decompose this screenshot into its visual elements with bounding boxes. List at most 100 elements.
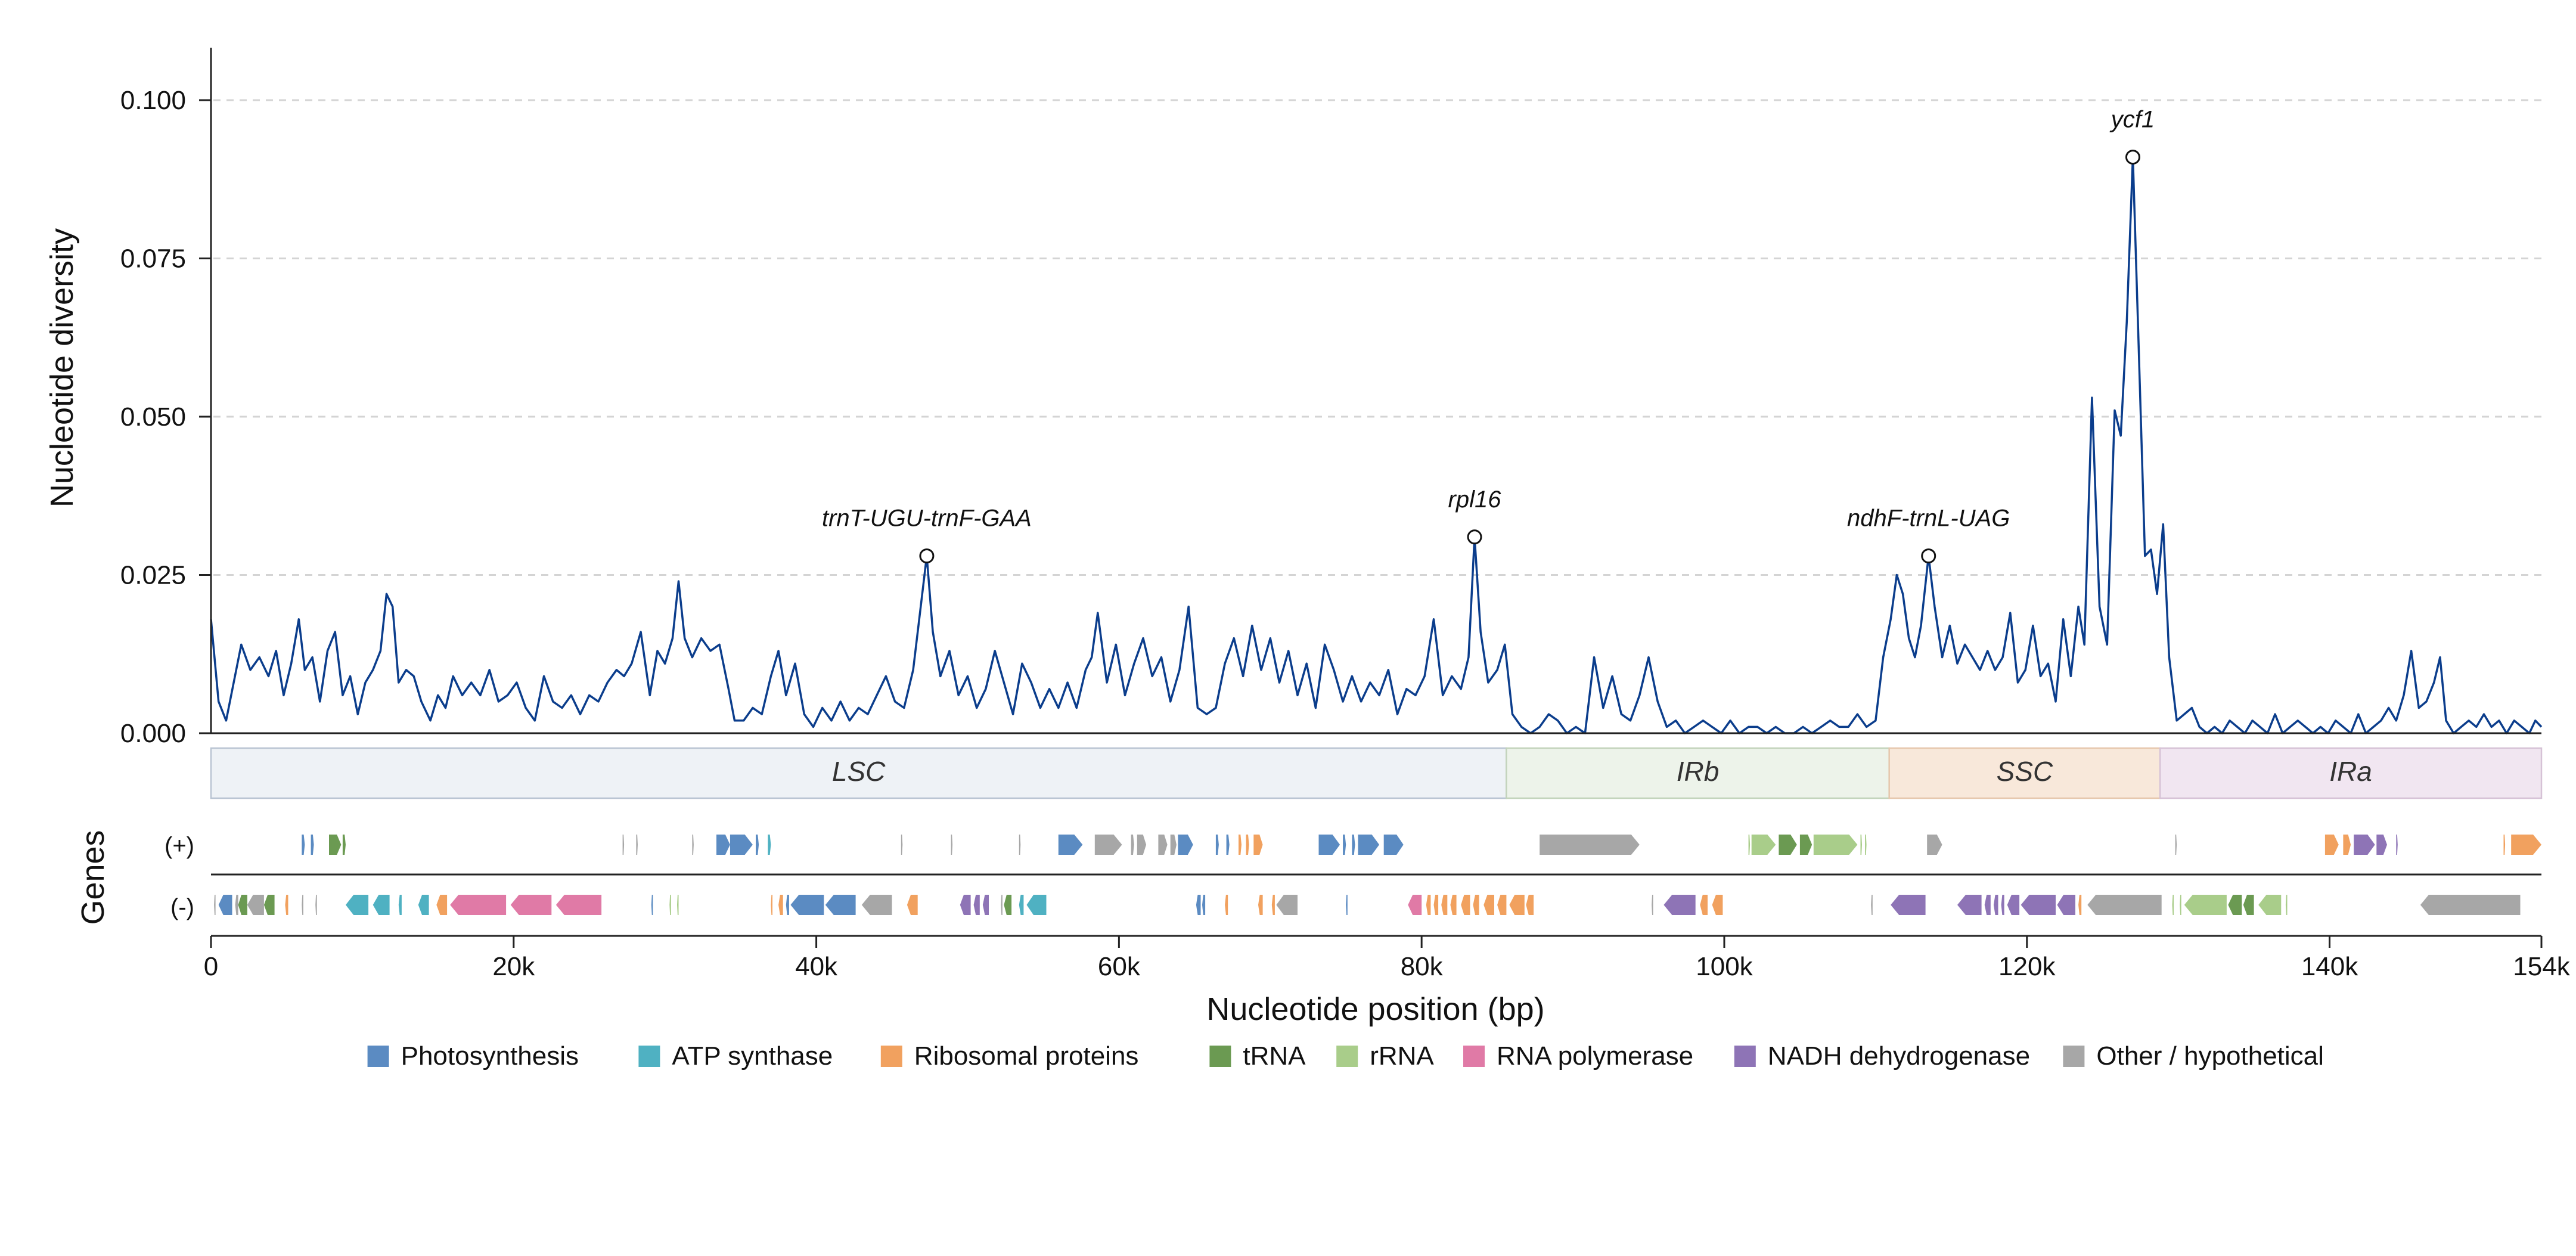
gene-feature (1957, 895, 1982, 915)
gene-feature (2228, 895, 2242, 915)
gene-feature (2420, 895, 2521, 915)
gene-feature (716, 835, 730, 855)
gene-feature (1540, 835, 1640, 855)
gridlines (213, 99, 2541, 576)
legend-label: tRNA (1243, 1041, 1306, 1071)
gene-feature (342, 835, 346, 855)
gene-feature (960, 895, 971, 915)
gene-feature (1215, 835, 1219, 855)
gene-feature (901, 835, 903, 855)
gene-feature (1779, 835, 1797, 855)
region-bar (2159, 747, 2543, 799)
gene-feature (1226, 835, 1230, 855)
gene-feature (2175, 835, 2177, 855)
gene-feature (1202, 895, 1206, 915)
gene-feature (692, 835, 694, 855)
gene-feature (1497, 895, 1507, 915)
gene-feature (1258, 895, 1263, 915)
gene-feature (1984, 895, 1991, 915)
gene-feature (1253, 835, 1263, 855)
gene-feature (1526, 895, 1534, 915)
gene-feature (1276, 895, 1298, 915)
gene-feature (2511, 835, 2541, 855)
gene-feature (2078, 895, 2082, 915)
x-axis-title: Nucleotide position (bp) (1206, 991, 1544, 1027)
gene-feature (450, 895, 507, 915)
x-tick-label: 140k (2301, 952, 2358, 981)
gene-feature (1019, 895, 1024, 915)
peak-annotations: trnT-UGU-trnF-GAA rpl16 ndhF-trnL-UAG ycf1 (822, 107, 2155, 564)
minus-strand-label: (-) (170, 894, 194, 920)
gene-feature (1426, 895, 1431, 915)
region-bar (1888, 747, 2161, 799)
gene-feature (1433, 895, 1439, 915)
gene-feature (1001, 895, 1003, 915)
gene-feature (302, 835, 305, 855)
gene-feature (973, 895, 980, 915)
gene-feature (636, 835, 638, 855)
gene-feature (2285, 895, 2288, 915)
x-tick-label: 40k (795, 952, 838, 981)
gene-feature (2001, 895, 2004, 915)
gene-feature (861, 895, 892, 915)
gene-feature (555, 895, 602, 915)
gene-feature (2007, 895, 2020, 915)
peak-label: rpl16 (1448, 486, 1502, 513)
gene-feature (1352, 835, 1355, 855)
y-tick-label: 0.000 (120, 719, 186, 748)
gene-feature (1271, 895, 1275, 915)
gene-feature (1652, 895, 1653, 915)
gene-feature (1137, 835, 1147, 855)
gene-feature (2172, 895, 2174, 915)
x-tick-label: 60k (1098, 952, 1141, 981)
gene-feature (2343, 835, 2351, 855)
gene-feature (329, 835, 342, 855)
gene-feature (1196, 895, 1201, 915)
gene-feature (651, 895, 653, 915)
legend-label: NADH dehydrogenase (1768, 1041, 2030, 1071)
gene-feature (1019, 835, 1021, 855)
x-tick-label: 154k (2513, 952, 2570, 981)
gene-feature (510, 895, 552, 915)
legend-swatch (2063, 1046, 2085, 1067)
gene-feature (1927, 835, 1942, 855)
x-tick-label: 20k (492, 952, 535, 981)
gene-feature (1178, 835, 1193, 855)
legend-swatch (1463, 1046, 1485, 1067)
gene-feature (302, 895, 303, 915)
gene-feature (1748, 835, 1751, 855)
gene-feature (285, 895, 288, 915)
legend-swatch (880, 1046, 902, 1067)
gene-feature (2376, 835, 2387, 855)
gene-feature (1318, 835, 1340, 855)
region-bar (1506, 747, 1890, 799)
gene-feature (1058, 835, 1083, 855)
legend-label: RNA polymerase (1497, 1041, 1693, 1071)
genes-track: (+) (-) (165, 833, 2541, 920)
gene-feature (1461, 895, 1470, 915)
gene-feature (1700, 895, 1708, 915)
y-tick-label: 0.075 (120, 244, 186, 274)
genes-track-title: Genes (75, 830, 111, 925)
gene-feature (1441, 895, 1448, 915)
gene-feature (1343, 835, 1346, 855)
gene-feature (2087, 895, 2162, 915)
legend-label: Other / hypothetical (2096, 1041, 2324, 1071)
peak-marker (1467, 529, 1482, 545)
gene-feature (1170, 835, 1177, 855)
gene-feature (786, 895, 789, 915)
gene-feature (1871, 895, 1873, 915)
gene-feature (1131, 835, 1134, 855)
x-tick-label: 120k (1998, 952, 2056, 981)
gene-feature (1712, 895, 1723, 915)
gene-feature (1813, 835, 1858, 855)
gene-feature (677, 895, 679, 915)
gene-feature (669, 895, 671, 915)
gene-feature (1751, 835, 1776, 855)
gene-feature (1483, 895, 1494, 915)
gene-feature (373, 895, 390, 915)
legend-label: Ribosomal proteins (914, 1041, 1139, 1071)
gene-feature (311, 835, 314, 855)
gene-feature (2184, 895, 2227, 915)
